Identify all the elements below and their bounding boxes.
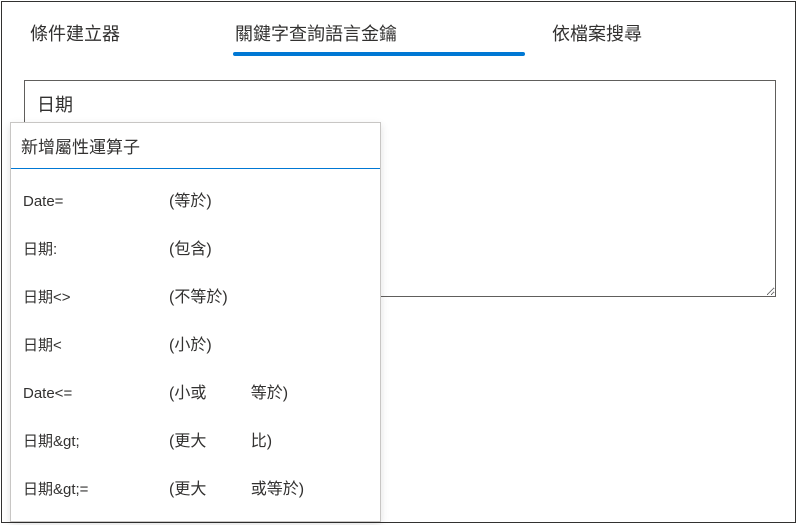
operator-code: 日期< [23, 334, 169, 355]
operator-code: Date= [23, 193, 169, 210]
operator-item-greater-or-equal[interactable]: 日期&gt;= (更大 或等於) [11, 463, 380, 511]
tab-kql[interactable]: 關鍵字查詢語言金鑰 [235, 14, 397, 56]
operator-item-equals[interactable]: Date= (等於) [11, 175, 380, 223]
search-panel: 條件建立器 關鍵字查詢語言金鑰 依檔案搜尋 新增屬性運算子 Date= (等於)… [1, 1, 796, 523]
tab-search-by-file[interactable]: 依檔案搜尋 [552, 14, 642, 56]
operator-desc: (更大 或等於) [169, 475, 304, 499]
operator-item-less-or-equal[interactable]: Date<= (小或 等於) [11, 367, 380, 415]
operator-code: 日期&gt; [23, 430, 169, 451]
operator-dropdown: 新增屬性運算子 Date= (等於) 日期: (包含) 日期<> (不等於) 日… [10, 122, 381, 522]
operator-item-contains[interactable]: 日期: (包含) [11, 223, 380, 271]
operator-desc: (小於) [169, 331, 212, 355]
tab-condition-builder[interactable]: 條件建立器 [30, 14, 120, 56]
operator-item-not-equal[interactable]: 日期<> (不等於) [11, 271, 380, 319]
dropdown-items: Date= (等於) 日期: (包含) 日期<> (不等於) 日期< (小於) … [11, 169, 380, 521]
dropdown-header: 新增屬性運算子 [11, 123, 380, 169]
operator-code: 日期: [23, 238, 169, 259]
operator-desc: (小或 等於) [169, 379, 288, 403]
operator-desc: (等於) [169, 187, 212, 211]
operator-code: 日期<> [23, 286, 169, 307]
operator-desc: (包含) [169, 235, 212, 259]
active-tab-underline [233, 52, 525, 56]
operator-item-greater-than[interactable]: 日期&gt; (更大 比) [11, 415, 380, 463]
operator-desc: (更大 比) [169, 427, 272, 451]
tabs-bar: 條件建立器 關鍵字查詢語言金鑰 依檔案搜尋 [2, 2, 795, 56]
operator-item-less-than[interactable]: 日期< (小於) [11, 319, 380, 367]
operator-code: Date<= [23, 385, 169, 402]
operator-code: 日期&gt;= [23, 478, 169, 499]
operator-desc: (不等於) [169, 283, 228, 307]
